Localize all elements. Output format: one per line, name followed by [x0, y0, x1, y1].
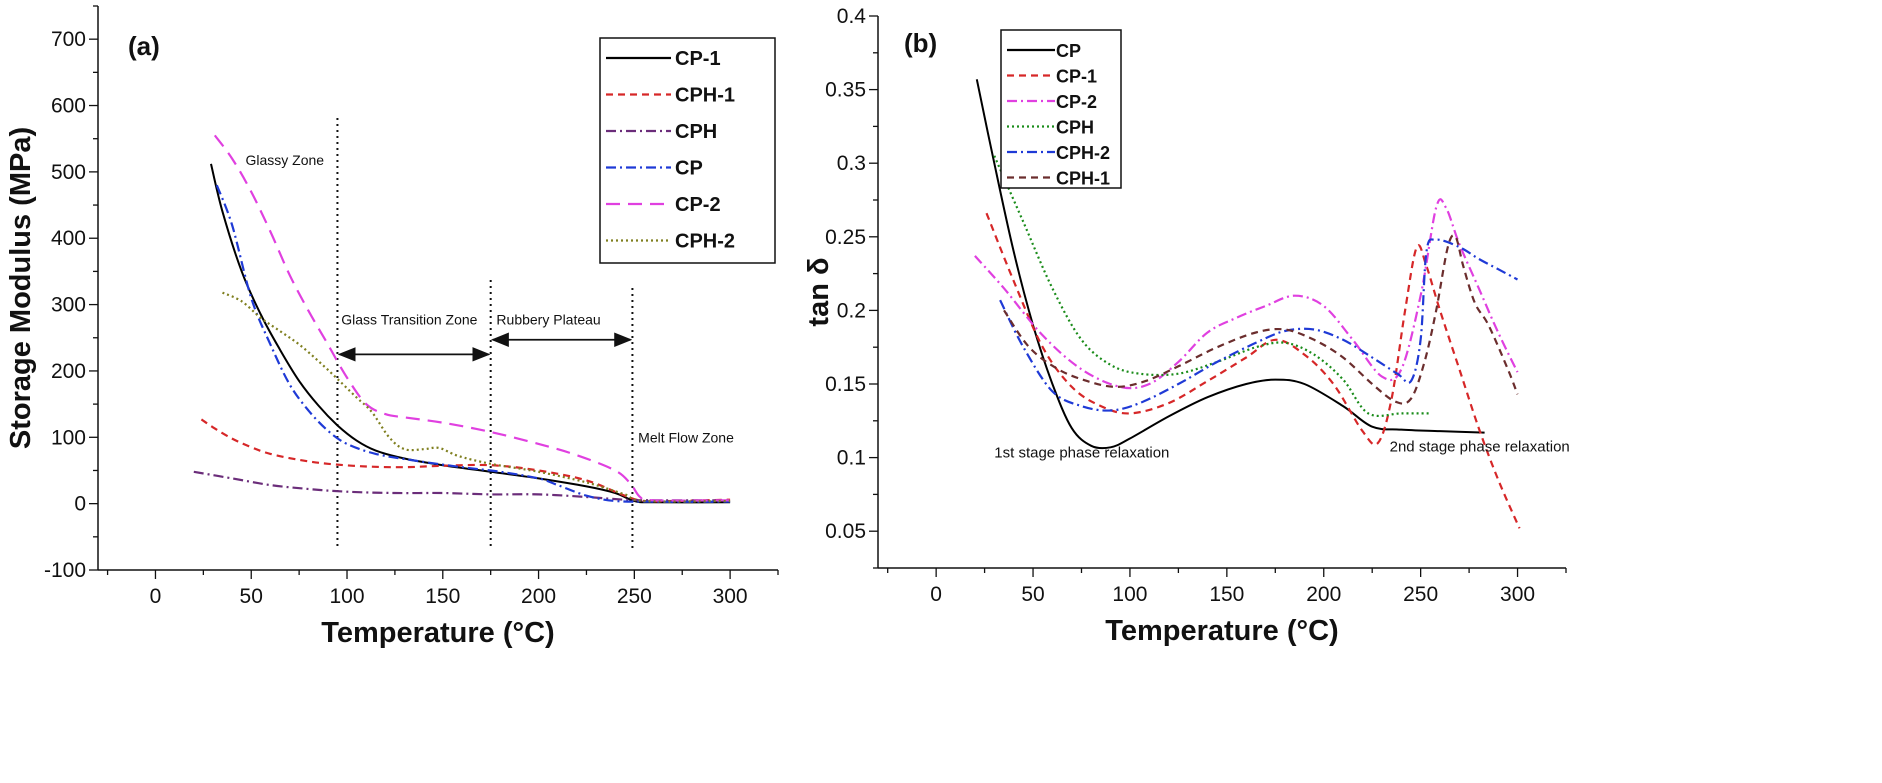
x-tick-label: 300: [1500, 583, 1535, 606]
legend-box: [1000, 29, 1122, 189]
series-line-cp-2: [974, 198, 1519, 390]
y-tick-label: 0.3: [837, 152, 866, 175]
x-tick-label: 200: [1306, 583, 1341, 606]
legend-label-cph: CPH: [1056, 118, 1094, 138]
annotation-text: Melt Flow Zone: [638, 430, 734, 446]
x-tick-label: 150: [1209, 583, 1244, 606]
y-tick-label: 200: [51, 360, 86, 383]
y-tick-label: 300: [51, 294, 86, 317]
legend-label-cp-1: CP-1: [675, 48, 721, 70]
series-line-cph-2: [999, 238, 1519, 412]
y-tick-label: 0.4: [837, 5, 867, 28]
legend-label-cp-1: CP-1: [1056, 67, 1097, 87]
x-tick-label: 150: [425, 585, 460, 608]
x-tick-label: 50: [240, 585, 263, 608]
y-tick-label: 0.05: [825, 520, 866, 543]
x-tick-label: 0: [930, 583, 942, 606]
x-tick-label: 300: [713, 585, 748, 608]
series-line-cp: [215, 184, 731, 503]
panel-b-tan-delta-chart: 0 50 100 150 200 250 300 0.05 0.1 0.15 0.2 0.25 0.3 0…: [803, 5, 1570, 647]
legend: CP CP-1 CP-2 CPH CPH-2 CPH-1: [1000, 29, 1122, 189]
x-tick-label: 200: [521, 585, 556, 608]
x-axis-title: Temperature (°C): [321, 617, 554, 649]
panel-label: (b): [904, 28, 937, 58]
legend-label-cph-1: CPH-1: [675, 85, 735, 107]
y-tick-label: 0: [74, 493, 86, 516]
series-line-cp: [975, 79, 1485, 450]
legend-label-cp: CP: [1056, 41, 1081, 61]
annotation-text: Glass Transition Zone: [341, 311, 477, 327]
x-tick-label: 0: [150, 585, 162, 608]
series-line-cp-2: [213, 134, 731, 502]
y-tick-label: 600: [51, 95, 86, 118]
y-tick-label: 0.1: [837, 447, 866, 470]
x-tick-label: 250: [1403, 583, 1438, 606]
annotation-text: Rubbery Plateau: [496, 311, 600, 327]
x-tick-label: 250: [617, 585, 652, 608]
y-axis-title: tan δ: [803, 257, 835, 326]
legend-label-cp: CP: [675, 158, 703, 180]
legend-label-cp-2: CP-2: [675, 194, 721, 216]
y-tick-label: 500: [51, 161, 86, 184]
annotation-text: 1st stage phase relaxation: [994, 445, 1169, 462]
x-axis-title: Temperature (°C): [1105, 615, 1338, 647]
legend-label-cph-2: CPH-2: [675, 231, 735, 253]
legend-label-cph-1: CPH-1: [1056, 169, 1110, 189]
x-tick-label: 100: [1112, 583, 1147, 606]
annotation-text: 2nd stage phase relaxation: [1390, 439, 1570, 456]
x-tick-label: 50: [1021, 583, 1044, 606]
y-tick-label: 0.2: [837, 299, 866, 322]
legend-label-cph: CPH: [675, 121, 717, 143]
series-line-cph-2: [222, 291, 731, 503]
annotation-text: Glassy Zone: [245, 152, 324, 168]
legend-label-cp-2: CP-2: [1056, 92, 1097, 112]
y-tick-label: 0.35: [825, 79, 866, 102]
legend-box: [599, 37, 776, 264]
y-axis-title: Storage Modulus (MPa): [5, 127, 37, 449]
y-tick-label: 0.15: [825, 373, 866, 396]
y-tick-label: 100: [51, 426, 86, 449]
x-tick-label: 100: [329, 585, 364, 608]
legend: CP-1 CPH-1 CPH CP CP-2 CPH-2: [599, 37, 776, 264]
legend-label-cph-2: CPH-2: [1056, 143, 1110, 163]
series-line-cp-1: [210, 163, 731, 504]
panel-label: (a): [128, 31, 160, 61]
panel-a-storage-modulus-chart: 0 50 100 150 200 250 300 -100 0 100 200 300 400 500 60…: [5, 5, 779, 649]
y-tick-label: -100: [44, 559, 86, 582]
y-tick-label: 700: [51, 28, 86, 51]
y-tick-label: 400: [51, 227, 86, 250]
series-line-cph: [993, 155, 1431, 418]
series-line-cph-1: [200, 418, 731, 503]
y-tick-label: 0.25: [825, 226, 866, 249]
series-line-cph-1: [1003, 234, 1519, 405]
